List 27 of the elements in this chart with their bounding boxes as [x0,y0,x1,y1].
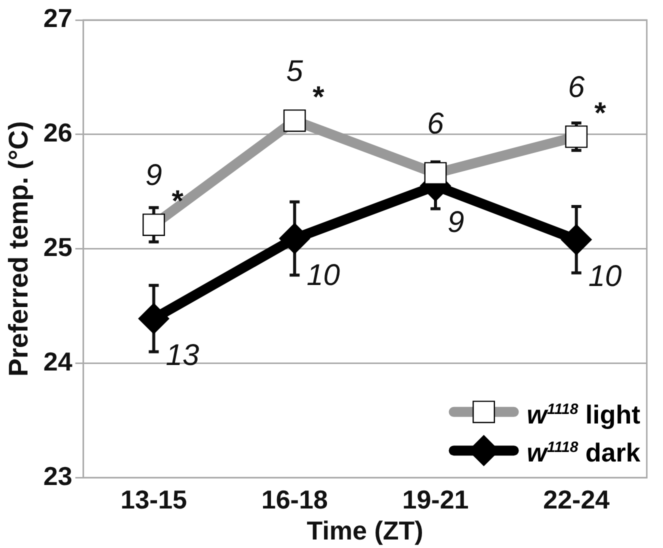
y-tick-label: 26 [43,118,72,148]
x-axis-title: Time (ZT) [306,516,424,546]
annotation: * [594,96,606,130]
annotation: 6 [427,108,444,141]
annotation: 9 [447,206,464,240]
x-tick-label: 19-21 [402,484,469,514]
x-tick-label: 13-15 [120,484,188,514]
annotation: 13 [166,338,200,372]
annotation: * [312,80,325,114]
annotation: 5 [286,55,304,88]
point [138,303,170,334]
y-tick-label: 23 [43,460,72,491]
annotation: 6 [568,71,586,104]
x-tick-label: 22-24 [543,484,610,514]
annotation: 10 [588,260,622,293]
annotation: * [172,185,184,218]
annotation: 9 [145,159,162,192]
y-tick-label: 24 [43,346,73,376]
y-tick-label: 25 [43,232,72,262]
y-axis-title: Preferred temp. (°C) [4,121,34,376]
annotation: 10 [306,258,340,292]
x-tick-label: 16-18 [261,484,328,514]
y-tick-label: 27 [43,3,72,34]
point [560,224,592,256]
point [279,223,310,254]
legend-label: w$^{1118}$ light [526,398,640,432]
legend-label: w$^{1118}$ dark [526,436,640,470]
